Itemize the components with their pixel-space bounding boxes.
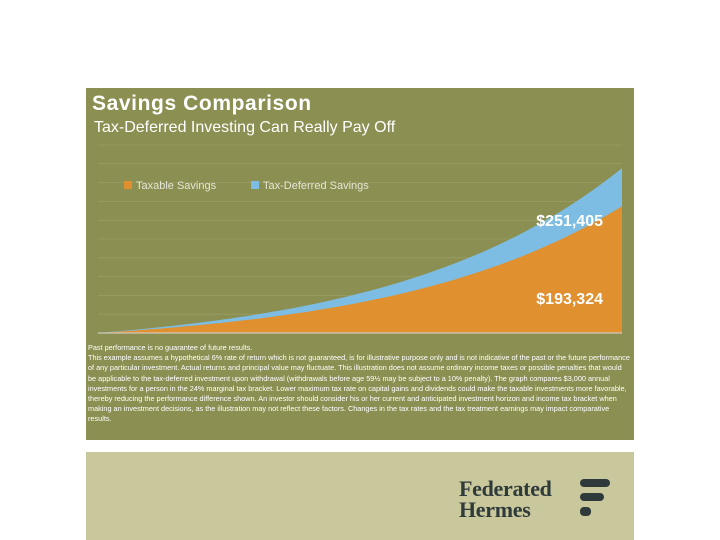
federated-hermes-mark-icon xyxy=(580,479,610,516)
federated-hermes-logo: Federated Hermes xyxy=(459,476,552,522)
legend-swatch xyxy=(124,181,132,189)
data-label: $251,405 xyxy=(536,213,603,230)
legend-label: Tax-Deferred Savings xyxy=(263,180,369,192)
slide-title: Savings Comparison xyxy=(92,92,312,115)
area-taxable-savings xyxy=(98,206,622,333)
legend-swatch xyxy=(251,181,259,189)
footer-band xyxy=(86,452,634,540)
logo-line-1: Federated xyxy=(459,476,552,501)
legend-label: Taxable Savings xyxy=(136,180,217,192)
logo-line-2: Hermes xyxy=(459,497,531,522)
disclaimer: Past performance is no guarantee of futu… xyxy=(88,343,630,425)
area-chart: Taxable Savings Tax-Deferred Savings $251… xyxy=(98,144,622,334)
chart-data-labels: $251,405 $193,324 xyxy=(536,213,603,308)
disclaimer-paragraph: This example assumes a hypothetical 6% r… xyxy=(88,353,630,424)
chart-legend: Taxable Savings Tax-Deferred Savings xyxy=(124,180,369,192)
slide-subtitle: Tax-Deferred Investing Can Really Pay Of… xyxy=(94,119,396,136)
disclaimer-line: Past performance is no guarantee of futu… xyxy=(88,343,253,352)
data-label: $193,324 xyxy=(536,291,603,308)
chart-areas xyxy=(98,168,622,334)
